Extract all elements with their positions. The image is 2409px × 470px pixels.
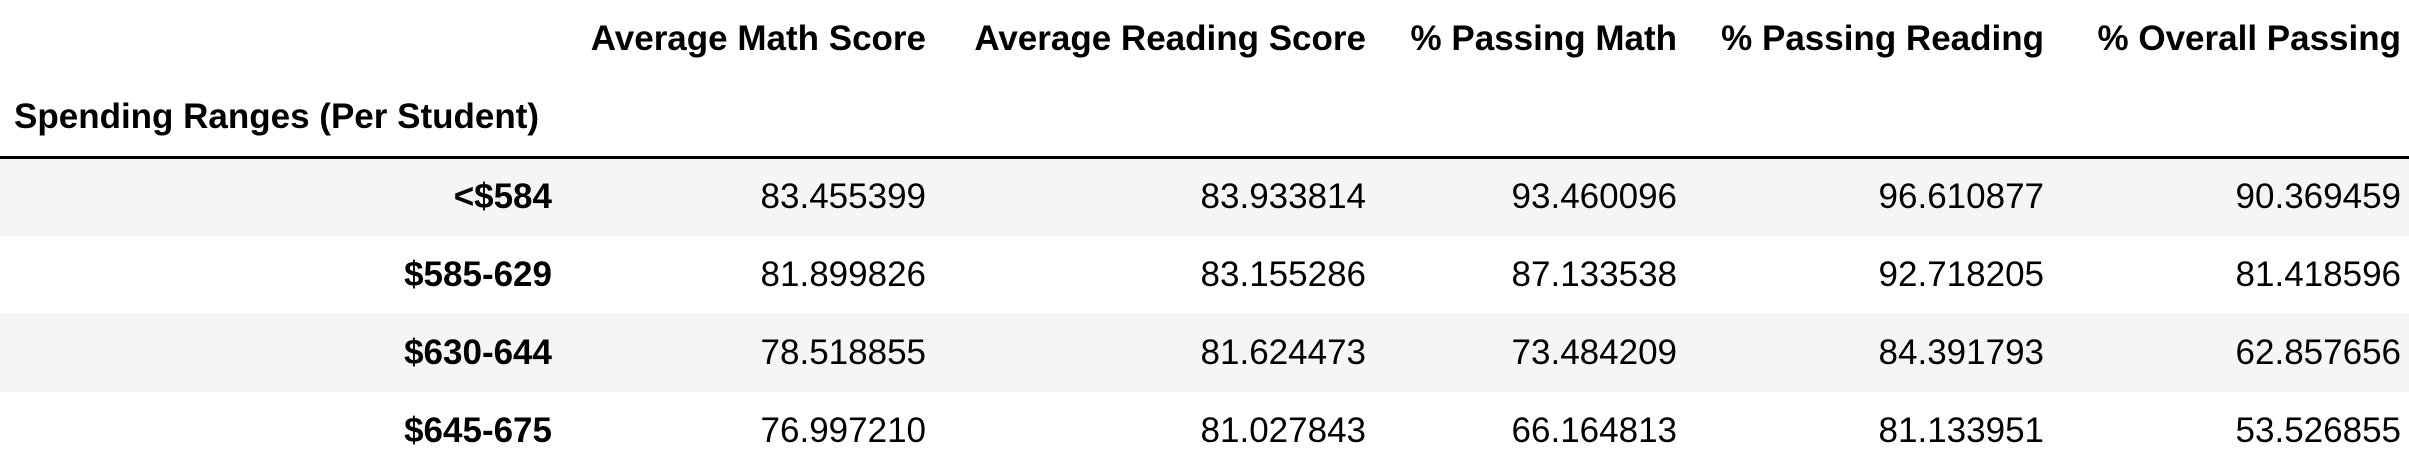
cell-overall-passing: 53.526855	[2235, 410, 2401, 450]
cell-passing-reading: 81.133951	[1878, 410, 2044, 450]
blank-corner-cell	[0, 0, 560, 78]
table-row: $630-644 78.518855 81.624473 73.484209 8…	[0, 313, 2409, 392]
row-index-label: $585-629	[404, 254, 552, 294]
cell-average-math-score: 78.518855	[760, 332, 926, 372]
index-name-header: Spending Ranges (Per Student)	[0, 78, 560, 159]
table-row: $645-675 76.997210 81.027843 66.164813 8…	[0, 391, 2409, 470]
cell-overall-passing: 62.857656	[2235, 332, 2401, 372]
cell-passing-math: 73.484209	[1511, 332, 1677, 372]
cell-average-math-score: 76.997210	[760, 410, 926, 450]
cell-passing-reading: 92.718205	[1878, 254, 2044, 294]
index-name-row: Spending Ranges (Per Student)	[0, 78, 2409, 159]
cell-overall-passing: 81.418596	[2235, 254, 2401, 294]
cell-passing-math: 66.164813	[1511, 410, 1677, 450]
cell-average-reading-score: 81.027843	[1200, 410, 1366, 450]
column-header-average-reading-score: Average Reading Score	[974, 19, 1366, 58]
column-header-passing-reading: % Passing Reading	[1721, 19, 2044, 58]
row-index-label: <$584	[453, 177, 552, 217]
cell-passing-reading: 84.391793	[1878, 332, 2044, 372]
cell-average-reading-score: 81.624473	[1200, 332, 1366, 372]
column-header-average-math-score: Average Math Score	[590, 19, 926, 58]
cell-average-reading-score: 83.155286	[1200, 254, 1366, 294]
cell-overall-passing: 90.369459	[2235, 177, 2401, 217]
table-body: <$584 83.455399 83.933814 93.460096 96.6…	[0, 157, 2409, 470]
cell-average-math-score: 81.899826	[760, 254, 926, 294]
table-row: $585-629 81.899826 83.155286 87.133538 9…	[0, 235, 2409, 314]
cell-average-reading-score: 83.933814	[1200, 177, 1366, 217]
row-index-label: $645-675	[404, 410, 552, 450]
cell-average-math-score: 83.455399	[760, 177, 926, 217]
cell-passing-math: 87.133538	[1511, 254, 1677, 294]
cell-passing-reading: 96.610877	[1878, 177, 2044, 217]
column-header-row: Average Math Score Average Reading Score…	[0, 0, 2409, 78]
column-header-overall-passing: % Overall Passing	[2097, 19, 2401, 58]
table-header: Average Math Score Average Reading Score…	[0, 0, 2409, 159]
cell-passing-math: 93.460096	[1511, 177, 1677, 217]
table-row: <$584 83.455399 83.933814 93.460096 96.6…	[0, 157, 2409, 236]
column-header-passing-math: % Passing Math	[1410, 19, 1677, 58]
row-index-label: $630-644	[404, 332, 552, 372]
